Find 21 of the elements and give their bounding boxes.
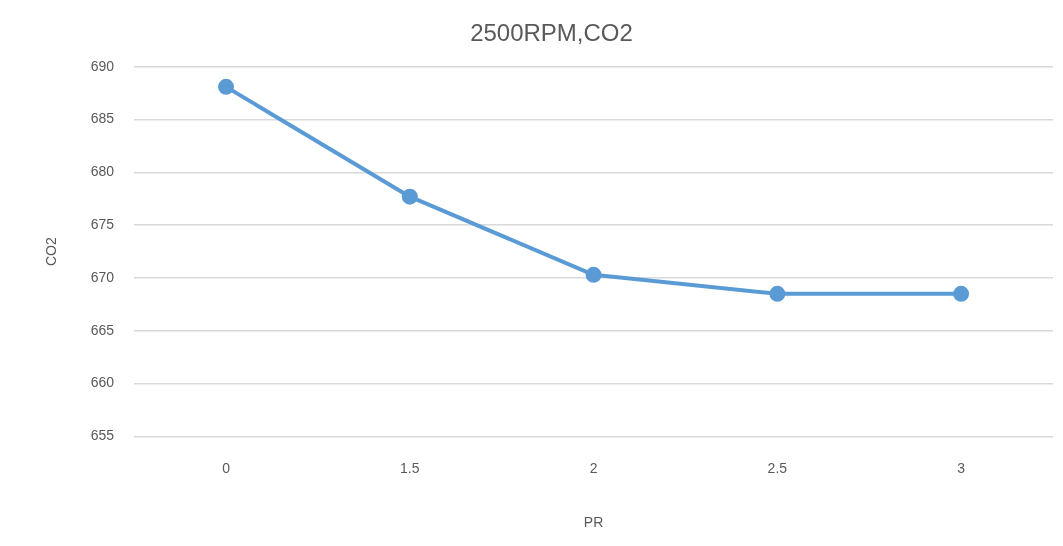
y-tick-label: 690 bbox=[90, 57, 115, 74]
chart-title: 2500RPM,CO2 bbox=[470, 19, 633, 47]
x-tick-label: 2 bbox=[589, 459, 598, 476]
point bbox=[218, 78, 235, 95]
y-tick-label: 655 bbox=[90, 427, 115, 444]
y-tick-label: 660 bbox=[90, 374, 115, 391]
y-tick-label: 670 bbox=[90, 268, 115, 285]
point bbox=[769, 285, 786, 302]
point bbox=[585, 266, 602, 283]
y-tick-label: 680 bbox=[90, 163, 115, 180]
x-tick-label: 3 bbox=[957, 459, 966, 476]
y-tick-label: 685 bbox=[90, 110, 115, 127]
x-tick-label: 0 bbox=[222, 459, 231, 476]
y-tick-label: 665 bbox=[90, 321, 115, 338]
x-tick-label: 1.5 bbox=[400, 459, 420, 476]
x-axis-title: PR bbox=[583, 514, 604, 531]
x-tick-label: 2.5 bbox=[767, 459, 788, 476]
y-tick-label: 675 bbox=[90, 216, 115, 233]
y-axis-title: CO2 bbox=[43, 237, 60, 266]
point bbox=[401, 188, 418, 205]
point bbox=[953, 285, 970, 302]
